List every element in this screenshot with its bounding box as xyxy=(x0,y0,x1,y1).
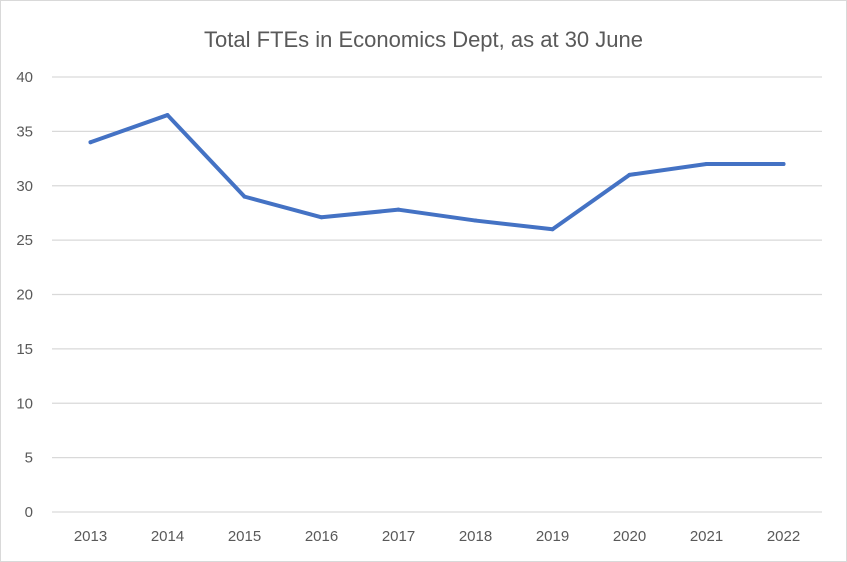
x-tick-label: 2018 xyxy=(459,528,492,545)
y-tick-label: 20 xyxy=(16,287,33,304)
chart-title: Total FTEs in Economics Dept, as at 30 J… xyxy=(204,27,643,52)
data-point xyxy=(396,207,401,212)
y-tick-label: 0 xyxy=(25,504,33,521)
x-tick-label: 2022 xyxy=(767,528,800,545)
data-point xyxy=(473,218,478,223)
y-tick-label: 35 xyxy=(16,123,33,140)
data-point xyxy=(88,140,93,145)
x-tick-label: 2021 xyxy=(690,528,723,545)
y-tick-label: 30 xyxy=(16,178,33,195)
x-tick-label: 2017 xyxy=(382,528,415,545)
data-point xyxy=(781,162,786,166)
series-line xyxy=(88,113,786,232)
data-point xyxy=(704,162,709,166)
y-tick-label: 40 xyxy=(16,69,33,86)
data-point xyxy=(165,113,170,118)
data-point xyxy=(242,194,247,199)
data-point xyxy=(550,227,555,232)
y-tick-label: 25 xyxy=(16,232,33,249)
x-tick-label: 2019 xyxy=(536,528,569,545)
data-point xyxy=(319,215,324,220)
x-tick-label: 2016 xyxy=(305,528,338,545)
y-tick-label: 15 xyxy=(16,341,33,358)
x-tick-label: 2020 xyxy=(613,528,646,545)
x-tick-label: 2014 xyxy=(151,528,184,545)
y-tick-label: 5 xyxy=(25,450,33,467)
data-point xyxy=(627,172,632,177)
x-tick-label: 2015 xyxy=(228,528,261,545)
x-tick-label: 2013 xyxy=(74,528,107,545)
y-tick-label: 10 xyxy=(16,395,33,412)
